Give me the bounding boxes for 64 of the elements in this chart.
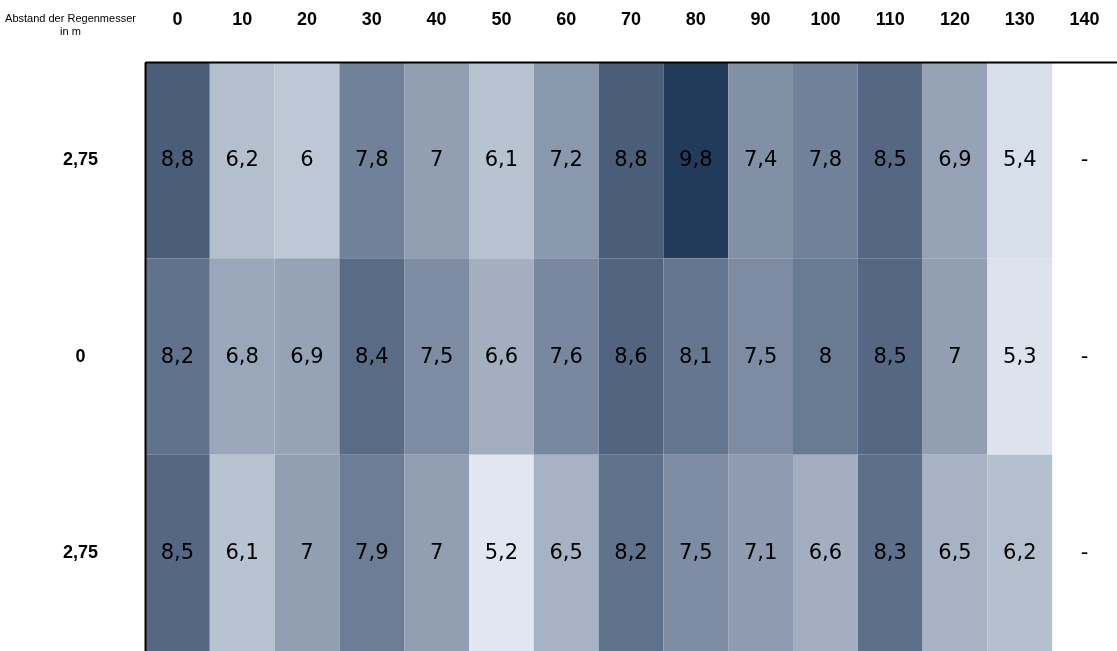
data-label: 6,1	[225, 539, 259, 564]
data-label: 8	[818, 343, 833, 368]
x-tick-label: 10	[232, 8, 253, 29]
data-label: 8,5	[873, 147, 907, 172]
data-label: 8,5	[160, 539, 195, 564]
x-tick-label: 0	[172, 8, 183, 29]
data-label: 6,9	[290, 343, 324, 368]
x-tick-label: 110	[875, 8, 905, 29]
x-tick-label: 90	[750, 8, 771, 29]
data-label: 6,8	[225, 343, 259, 368]
y-tick-label: 2,75	[62, 149, 99, 170]
data-label: 8,2	[614, 539, 648, 564]
text: -	[1080, 539, 1089, 564]
data-label: 7,2	[549, 147, 583, 172]
text: -	[1080, 147, 1089, 172]
data-label: 7,8	[808, 147, 843, 172]
data-label: 7	[300, 539, 314, 564]
x-tick-label: 130	[1004, 8, 1035, 29]
x-axis-title: Abstand der Regenmesser in m	[5, 11, 137, 37]
data-label: 5,2	[484, 539, 519, 564]
data-label: 6,6	[808, 539, 843, 564]
data-label: 5,3	[1003, 343, 1037, 368]
x-tick-label: 40	[426, 8, 447, 29]
data-label: 6,2	[225, 147, 259, 172]
data-label: 6,6	[484, 343, 519, 368]
data-label: 7	[429, 147, 444, 172]
y-tick-label: 0	[75, 345, 86, 366]
x-tick-label: 50	[491, 8, 512, 29]
data-label: 5,4	[1003, 147, 1037, 172]
data-label: 8,2	[160, 343, 195, 368]
data-label: 8,1	[679, 343, 713, 368]
text: -	[1080, 343, 1089, 368]
data-label: 7,9	[355, 539, 389, 564]
data-label: 6,5	[938, 539, 972, 564]
data-label: 6,2	[1003, 539, 1037, 564]
x-tick-label: 80	[685, 8, 706, 29]
data-label: 7,6	[549, 343, 583, 368]
x-tick-label: 30	[361, 8, 382, 29]
x-tick-label: 120	[939, 8, 971, 29]
data-label: 7,5	[419, 343, 454, 368]
x-tick-label: 140	[1069, 8, 1100, 29]
data-label: 6,5	[549, 539, 583, 564]
data-label: 8,8	[160, 147, 195, 172]
data-label: 9,8	[679, 147, 713, 172]
x-tick-label: 100	[810, 8, 841, 29]
data-label: 6,9	[938, 147, 972, 172]
x-tick-label: 70	[620, 8, 642, 29]
data-label: 8,8	[614, 147, 648, 172]
y-tick-label: 2,75	[62, 541, 99, 562]
data-label: 7	[429, 539, 444, 564]
data-label: 8,6	[614, 343, 648, 368]
data-label: 8,3	[873, 539, 907, 564]
x-tick-label: 60	[556, 8, 577, 29]
data-label: 6	[300, 147, 314, 172]
data-label: 7,4	[743, 147, 778, 172]
data-label: 7,8	[355, 147, 389, 172]
data-label: 7	[948, 343, 962, 368]
data-label: 8,5	[873, 343, 907, 368]
data-label: 8,4	[355, 343, 389, 368]
x-tick-label: 20	[296, 8, 318, 29]
data-label: 7,5	[743, 343, 778, 368]
data-label: 6,1	[484, 147, 519, 172]
data-label: 7,5	[679, 539, 713, 564]
data-label: 7,1	[743, 539, 778, 564]
